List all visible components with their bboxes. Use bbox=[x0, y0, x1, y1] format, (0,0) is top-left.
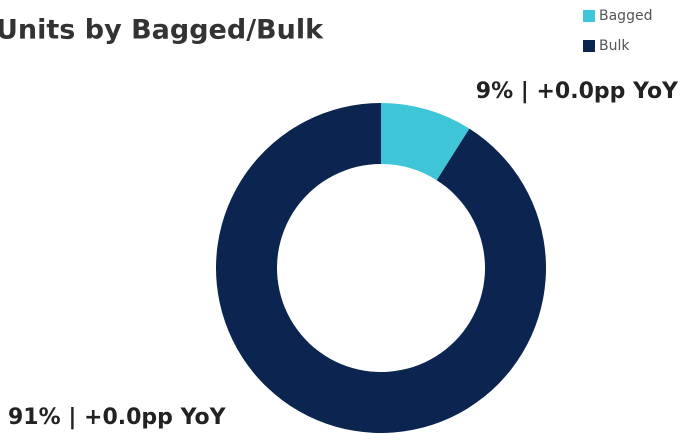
chart-title: Units by Bagged/Bulk bbox=[0, 15, 324, 46]
legend-swatch bbox=[583, 10, 595, 22]
slice bbox=[381, 103, 470, 181]
slice bbox=[215, 103, 547, 434]
legend-label: Bulk bbox=[599, 38, 630, 54]
legend-swatch bbox=[583, 40, 595, 52]
value-label: 9% | +0.0pp YoY bbox=[476, 79, 679, 104]
value-label: 91% | +0.0pp YoY bbox=[8, 405, 227, 430]
legend-label: Bagged bbox=[599, 8, 652, 24]
